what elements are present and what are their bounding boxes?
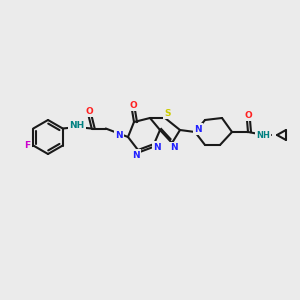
Text: O: O: [86, 107, 94, 116]
Text: O: O: [129, 100, 137, 109]
Text: F: F: [24, 141, 30, 150]
Text: N: N: [194, 124, 202, 134]
Text: N: N: [153, 142, 161, 152]
Text: NH: NH: [69, 121, 84, 130]
Text: N: N: [132, 151, 140, 160]
Text: N: N: [170, 143, 178, 152]
Text: NH: NH: [256, 131, 270, 140]
Text: O: O: [244, 110, 252, 119]
Text: S: S: [165, 109, 171, 118]
Text: N: N: [116, 131, 123, 140]
